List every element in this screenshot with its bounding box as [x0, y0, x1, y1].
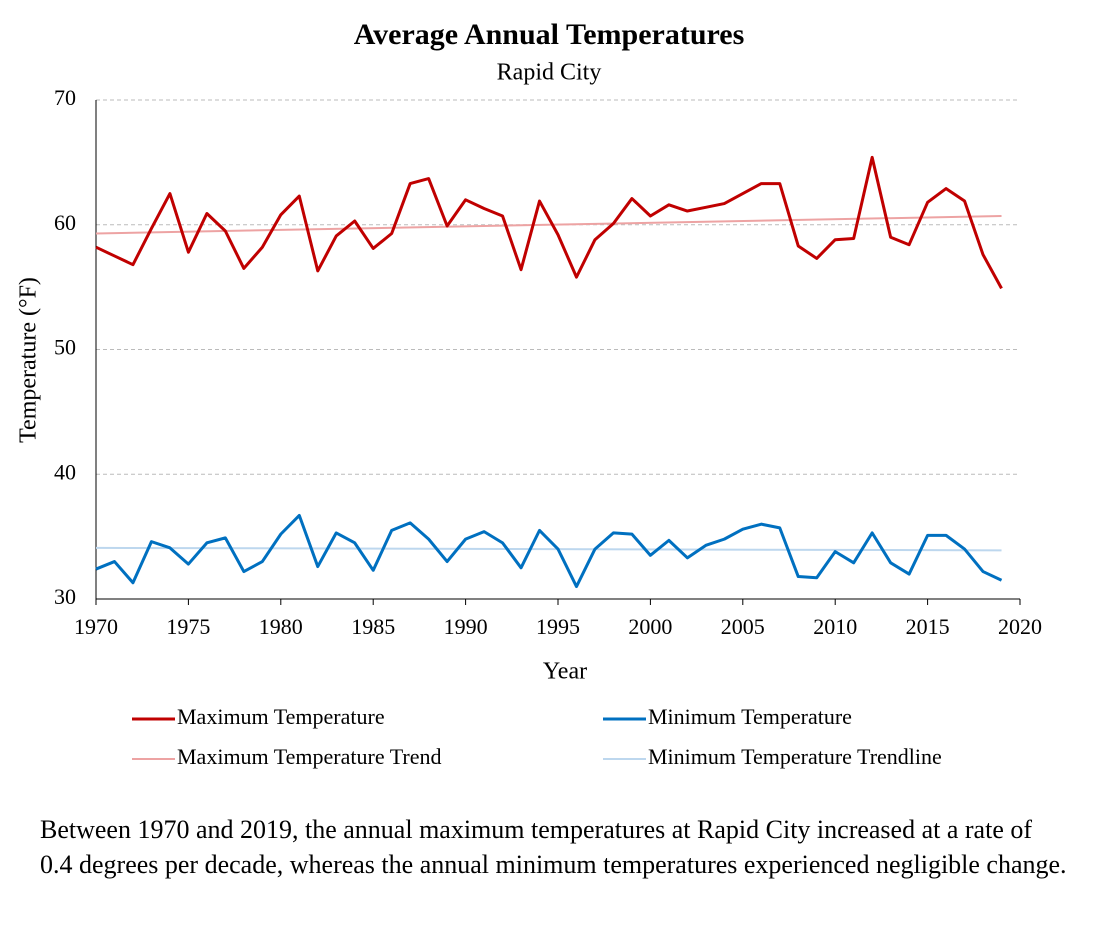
x-tick-label: 1975: [166, 614, 210, 639]
x-tick-label: 1985: [351, 614, 395, 639]
y-tick-label: 60: [54, 210, 76, 235]
caption: Between 1970 and 2019, the annual maximu…: [40, 815, 1067, 879]
legend-label: Maximum Temperature: [177, 704, 385, 729]
legend-label: Minimum Temperature Trendline: [648, 744, 942, 769]
x-tick-label: 1995: [536, 614, 580, 639]
x-tick-label: 2000: [628, 614, 672, 639]
y-tick-label: 50: [54, 335, 76, 360]
chart: Average Annual Temperatures Rapid City Y…: [16, 18, 1043, 769]
x-axis-label: Year: [543, 659, 587, 685]
series-line: [95, 546, 1002, 552]
y-tick-label: 40: [54, 459, 76, 484]
y-axis-label: Temperature (°F): [16, 277, 42, 443]
x-tick-label: 2005: [721, 614, 765, 639]
legend-label: Minimum Temperature: [648, 704, 852, 729]
x-tick-label: 1980: [259, 614, 303, 639]
x-tick-label: 2020: [998, 614, 1042, 639]
chart-subtitle: Rapid City: [497, 60, 602, 86]
x-tick-label: 1990: [444, 614, 488, 639]
x-tick-label: 2010: [813, 614, 857, 639]
x-tick-label: 1970: [74, 614, 118, 639]
legend-label: Maximum Temperature Trend: [177, 744, 441, 769]
x-tick-label: 2015: [906, 614, 950, 639]
y-tick-label: 30: [54, 584, 76, 609]
y-tick-label: 70: [54, 85, 76, 110]
series-line: [95, 513, 1003, 589]
chart-title: Average Annual Temperatures: [354, 18, 745, 51]
series-line: [95, 155, 1003, 290]
series-line: [95, 215, 1002, 235]
